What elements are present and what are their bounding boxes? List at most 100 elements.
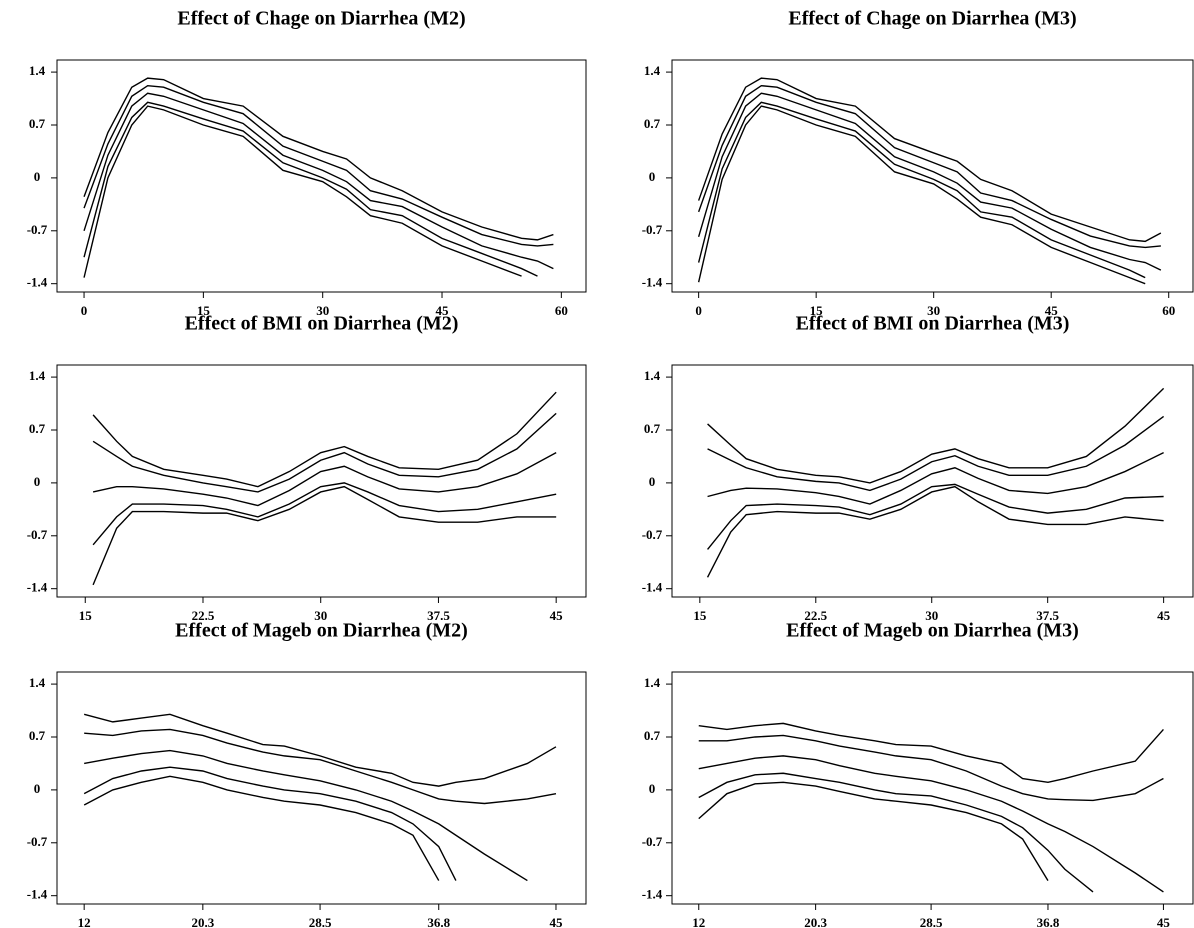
x-tick-label: 30: [316, 303, 329, 318]
x-tick-label: 15: [810, 303, 824, 318]
x-tick-label: 45: [1157, 915, 1171, 928]
y-tick-label: 0.7: [29, 421, 46, 436]
curve: [83, 92, 554, 270]
y-tick-label: 0.7: [29, 116, 46, 131]
x-tick-label: 37.5: [1036, 608, 1059, 623]
x-tick-label: 0: [695, 303, 702, 318]
curve: [92, 452, 557, 507]
curve: [92, 482, 557, 546]
y-tick-label: 0.7: [644, 728, 661, 743]
chart-title: Effect of Mageb on Diarrhea (M3): [786, 620, 1079, 642]
y-tick-label: -1.4: [642, 275, 663, 290]
y-tick-label: -1.4: [27, 887, 48, 902]
x-tick-label: 12: [78, 915, 91, 928]
x-tick-label: 37.5: [427, 608, 450, 623]
y-tick-label: 0: [649, 474, 656, 489]
y-tick-label: -0.7: [27, 222, 48, 237]
x-tick-label: 45: [1045, 303, 1059, 318]
y-tick-label: 1.4: [644, 63, 661, 78]
curve: [697, 92, 1162, 271]
y-tick-label: 0: [34, 169, 41, 184]
x-tick-label: 30: [925, 608, 938, 623]
x-tick-label: 45: [550, 608, 564, 623]
curve: [698, 722, 1164, 784]
curve: [83, 101, 538, 277]
curve: [83, 77, 554, 241]
curve: [698, 772, 1094, 893]
curve: [698, 755, 1164, 893]
y-tick-label: 0: [649, 781, 656, 796]
curve: [92, 412, 557, 493]
y-tick-label: 0.7: [644, 116, 661, 131]
x-tick-label: 28.5: [309, 915, 332, 928]
chart-title: Effect of Mageb on Diarrhea (M2): [175, 620, 468, 642]
x-tick-label: 15: [693, 608, 707, 623]
x-tick-label: 15: [197, 303, 211, 318]
plot-frame: [56, 59, 587, 293]
y-tick-label: -0.7: [642, 527, 663, 542]
curve: [83, 775, 440, 881]
y-tick-label: -0.7: [27, 834, 48, 849]
x-tick-label: 45: [1157, 608, 1171, 623]
chart-title: Effect of Chage on Diarrhea (M3): [788, 8, 1076, 30]
x-tick-label: 20.3: [804, 915, 827, 928]
y-tick-label: -0.7: [642, 222, 663, 237]
curve: [698, 781, 1049, 881]
x-tick-label: 12: [692, 915, 705, 928]
x-tick-label: 22.5: [804, 608, 827, 623]
x-tick-label: 45: [549, 915, 563, 928]
curve: [83, 105, 522, 278]
x-tick-label: 15: [79, 608, 93, 623]
curve: [83, 766, 457, 881]
y-tick-label: 1.4: [644, 675, 661, 690]
y-tick-label: 1.4: [29, 63, 46, 78]
y-tick-label: -1.4: [27, 580, 48, 595]
x-tick-label: 30: [927, 303, 940, 318]
y-tick-label: -1.4: [27, 275, 48, 290]
curve: [707, 415, 1165, 492]
x-tick-label: 30: [314, 608, 327, 623]
x-tick-label: 36.8: [427, 915, 450, 928]
chart-title: Effect of BMI on Diarrhea (M2): [185, 313, 459, 335]
curve: [706, 485, 1164, 578]
y-tick-label: 1.4: [644, 368, 661, 383]
curve: [92, 485, 557, 586]
x-tick-label: 60: [1162, 303, 1175, 318]
y-tick-label: -0.7: [27, 527, 48, 542]
x-tick-label: 36.8: [1037, 915, 1060, 928]
y-tick-label: 0.7: [644, 421, 661, 436]
plot-frame: [56, 364, 587, 598]
curve: [697, 84, 1161, 249]
chart-title: Effect of BMI on Diarrhea (M3): [796, 313, 1070, 335]
plot-frame: [671, 59, 1194, 293]
plot-frame: [671, 671, 1194, 905]
x-tick-label: 45: [436, 303, 450, 318]
curve: [697, 105, 1146, 285]
y-tick-label: 0.7: [29, 728, 46, 743]
y-tick-label: 0: [649, 169, 656, 184]
curve: [707, 483, 1164, 550]
x-tick-label: 0: [81, 303, 88, 318]
y-tick-label: -1.4: [642, 887, 663, 902]
y-tick-label: 0: [34, 781, 41, 796]
x-tick-label: 60: [555, 303, 568, 318]
curve: [707, 452, 1164, 505]
curve: [92, 391, 557, 488]
curve: [707, 387, 1165, 484]
chart-title: Effect of Chage on Diarrhea (M2): [177, 8, 465, 30]
curve: [84, 749, 528, 882]
curve: [697, 101, 1146, 279]
curve: [698, 734, 1164, 802]
curve: [83, 713, 557, 787]
x-tick-label: 28.5: [920, 915, 943, 928]
plot-frame: [56, 671, 587, 905]
plot-frame: [671, 364, 1194, 598]
curve: [84, 728, 557, 805]
x-tick-label: 20.3: [191, 915, 214, 928]
y-tick-label: 1.4: [29, 368, 46, 383]
y-tick-label: -0.7: [642, 834, 663, 849]
y-tick-label: 0: [34, 474, 41, 489]
curve: [83, 84, 554, 247]
y-tick-label: -1.4: [642, 580, 663, 595]
